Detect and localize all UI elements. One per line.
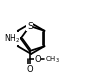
Text: NH$_2$: NH$_2$	[4, 32, 20, 45]
Text: CH$_3$: CH$_3$	[44, 54, 59, 65]
Text: S: S	[27, 22, 33, 31]
Text: O: O	[34, 55, 41, 64]
Text: O: O	[27, 65, 33, 74]
